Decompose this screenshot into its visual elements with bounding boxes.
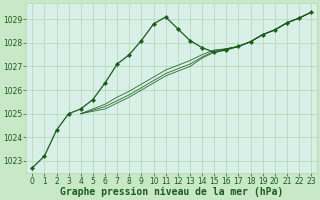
X-axis label: Graphe pression niveau de la mer (hPa): Graphe pression niveau de la mer (hPa) xyxy=(60,187,283,197)
